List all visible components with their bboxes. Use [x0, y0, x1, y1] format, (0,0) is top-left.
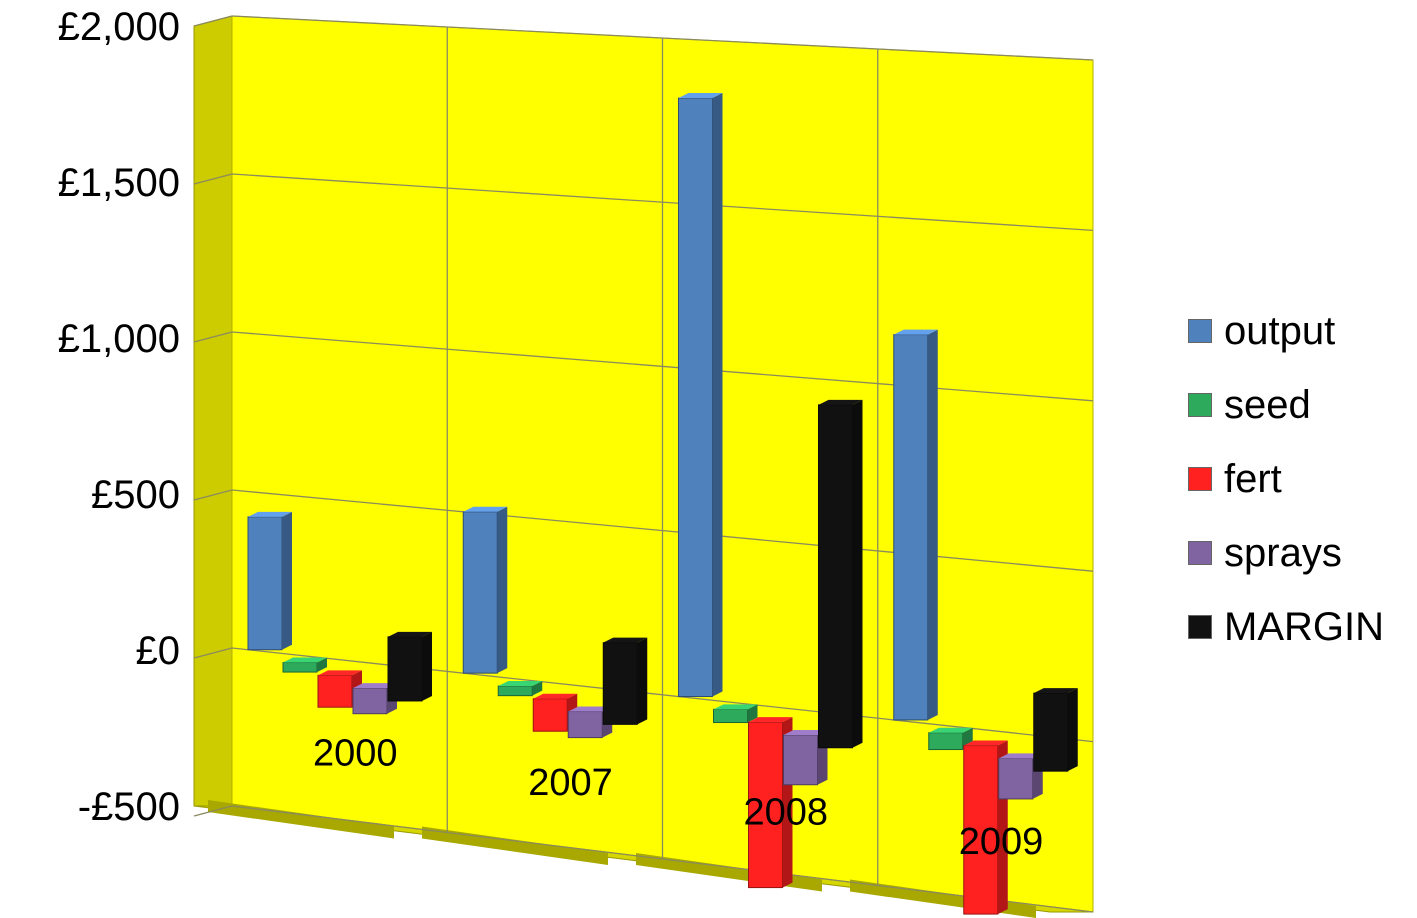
- chart-walls: [193, 15, 1094, 918]
- bar-margin-2008: [818, 399, 863, 749]
- bar-output-2000: [247, 511, 292, 651]
- legend-label: sprays: [1224, 530, 1342, 575]
- legend-label: seed: [1224, 382, 1311, 427]
- bars: [247, 93, 1078, 915]
- y-tick-label: £1,000: [58, 317, 180, 361]
- legend-swatch: [1188, 319, 1212, 343]
- legend-item: sprays: [1188, 516, 1384, 590]
- legend-item: output: [1188, 294, 1384, 368]
- bar-output-2007: [462, 506, 508, 674]
- y-tick-label: £500: [91, 473, 180, 517]
- legend-swatch: [1188, 393, 1212, 417]
- gridline-side: [193, 331, 233, 343]
- legend: output seed fert sprays MARGIN: [1188, 294, 1384, 664]
- legend-swatch: [1188, 467, 1212, 491]
- legend-item: MARGIN: [1188, 590, 1384, 664]
- x-category-label: 2009: [959, 821, 1044, 863]
- gridline-side: [193, 647, 233, 659]
- bar-seed-2007: [497, 680, 543, 697]
- legend-label: MARGIN: [1224, 604, 1384, 649]
- y-tick-label: £1,500: [58, 161, 180, 205]
- gridline-side: [193, 805, 233, 817]
- bar-fert-2009: [963, 740, 1008, 915]
- bar-margin-2007: [602, 637, 648, 725]
- legend-label: output: [1224, 308, 1336, 353]
- gridline-side: [193, 173, 233, 185]
- bar-output-2009: [893, 329, 938, 721]
- gridline-side: [193, 489, 233, 501]
- bar-output-2008: [678, 93, 723, 698]
- y-tick-label: £2,000: [58, 5, 180, 49]
- legend-swatch: [1188, 541, 1212, 565]
- legend-item: seed: [1188, 368, 1384, 442]
- x-category-label: 2000: [313, 733, 398, 775]
- gridlines: [193, 15, 1094, 913]
- x-axis-categories: 2000 2007 2008 2009: [313, 733, 1043, 863]
- bar-margin-2009: [1033, 688, 1078, 772]
- bar-seed-2009: [928, 727, 973, 751]
- bar-fert-2008: [748, 717, 793, 889]
- y-axis-ticks: £2,000 £1,500 £1,000 £500 £0 -£500: [58, 5, 180, 829]
- legend-item: fert: [1188, 442, 1384, 516]
- y-tick-label: -£500: [78, 785, 180, 829]
- x-category-label: 2008: [744, 792, 829, 834]
- bar-seed-2008: [713, 704, 758, 724]
- floor-strip: [422, 826, 608, 865]
- x-category-label: 2007: [528, 762, 613, 804]
- bar-seed-2000: [282, 657, 327, 673]
- legend-label: fert: [1224, 456, 1282, 501]
- bar-fert-2007: [532, 693, 578, 732]
- legend-swatch: [1188, 615, 1212, 639]
- gridline-side: [193, 15, 233, 27]
- y-tick-label: £0: [136, 629, 181, 673]
- floor-strip: [208, 800, 394, 839]
- bar-margin-2000: [387, 631, 432, 702]
- side-wall: [193, 15, 233, 807]
